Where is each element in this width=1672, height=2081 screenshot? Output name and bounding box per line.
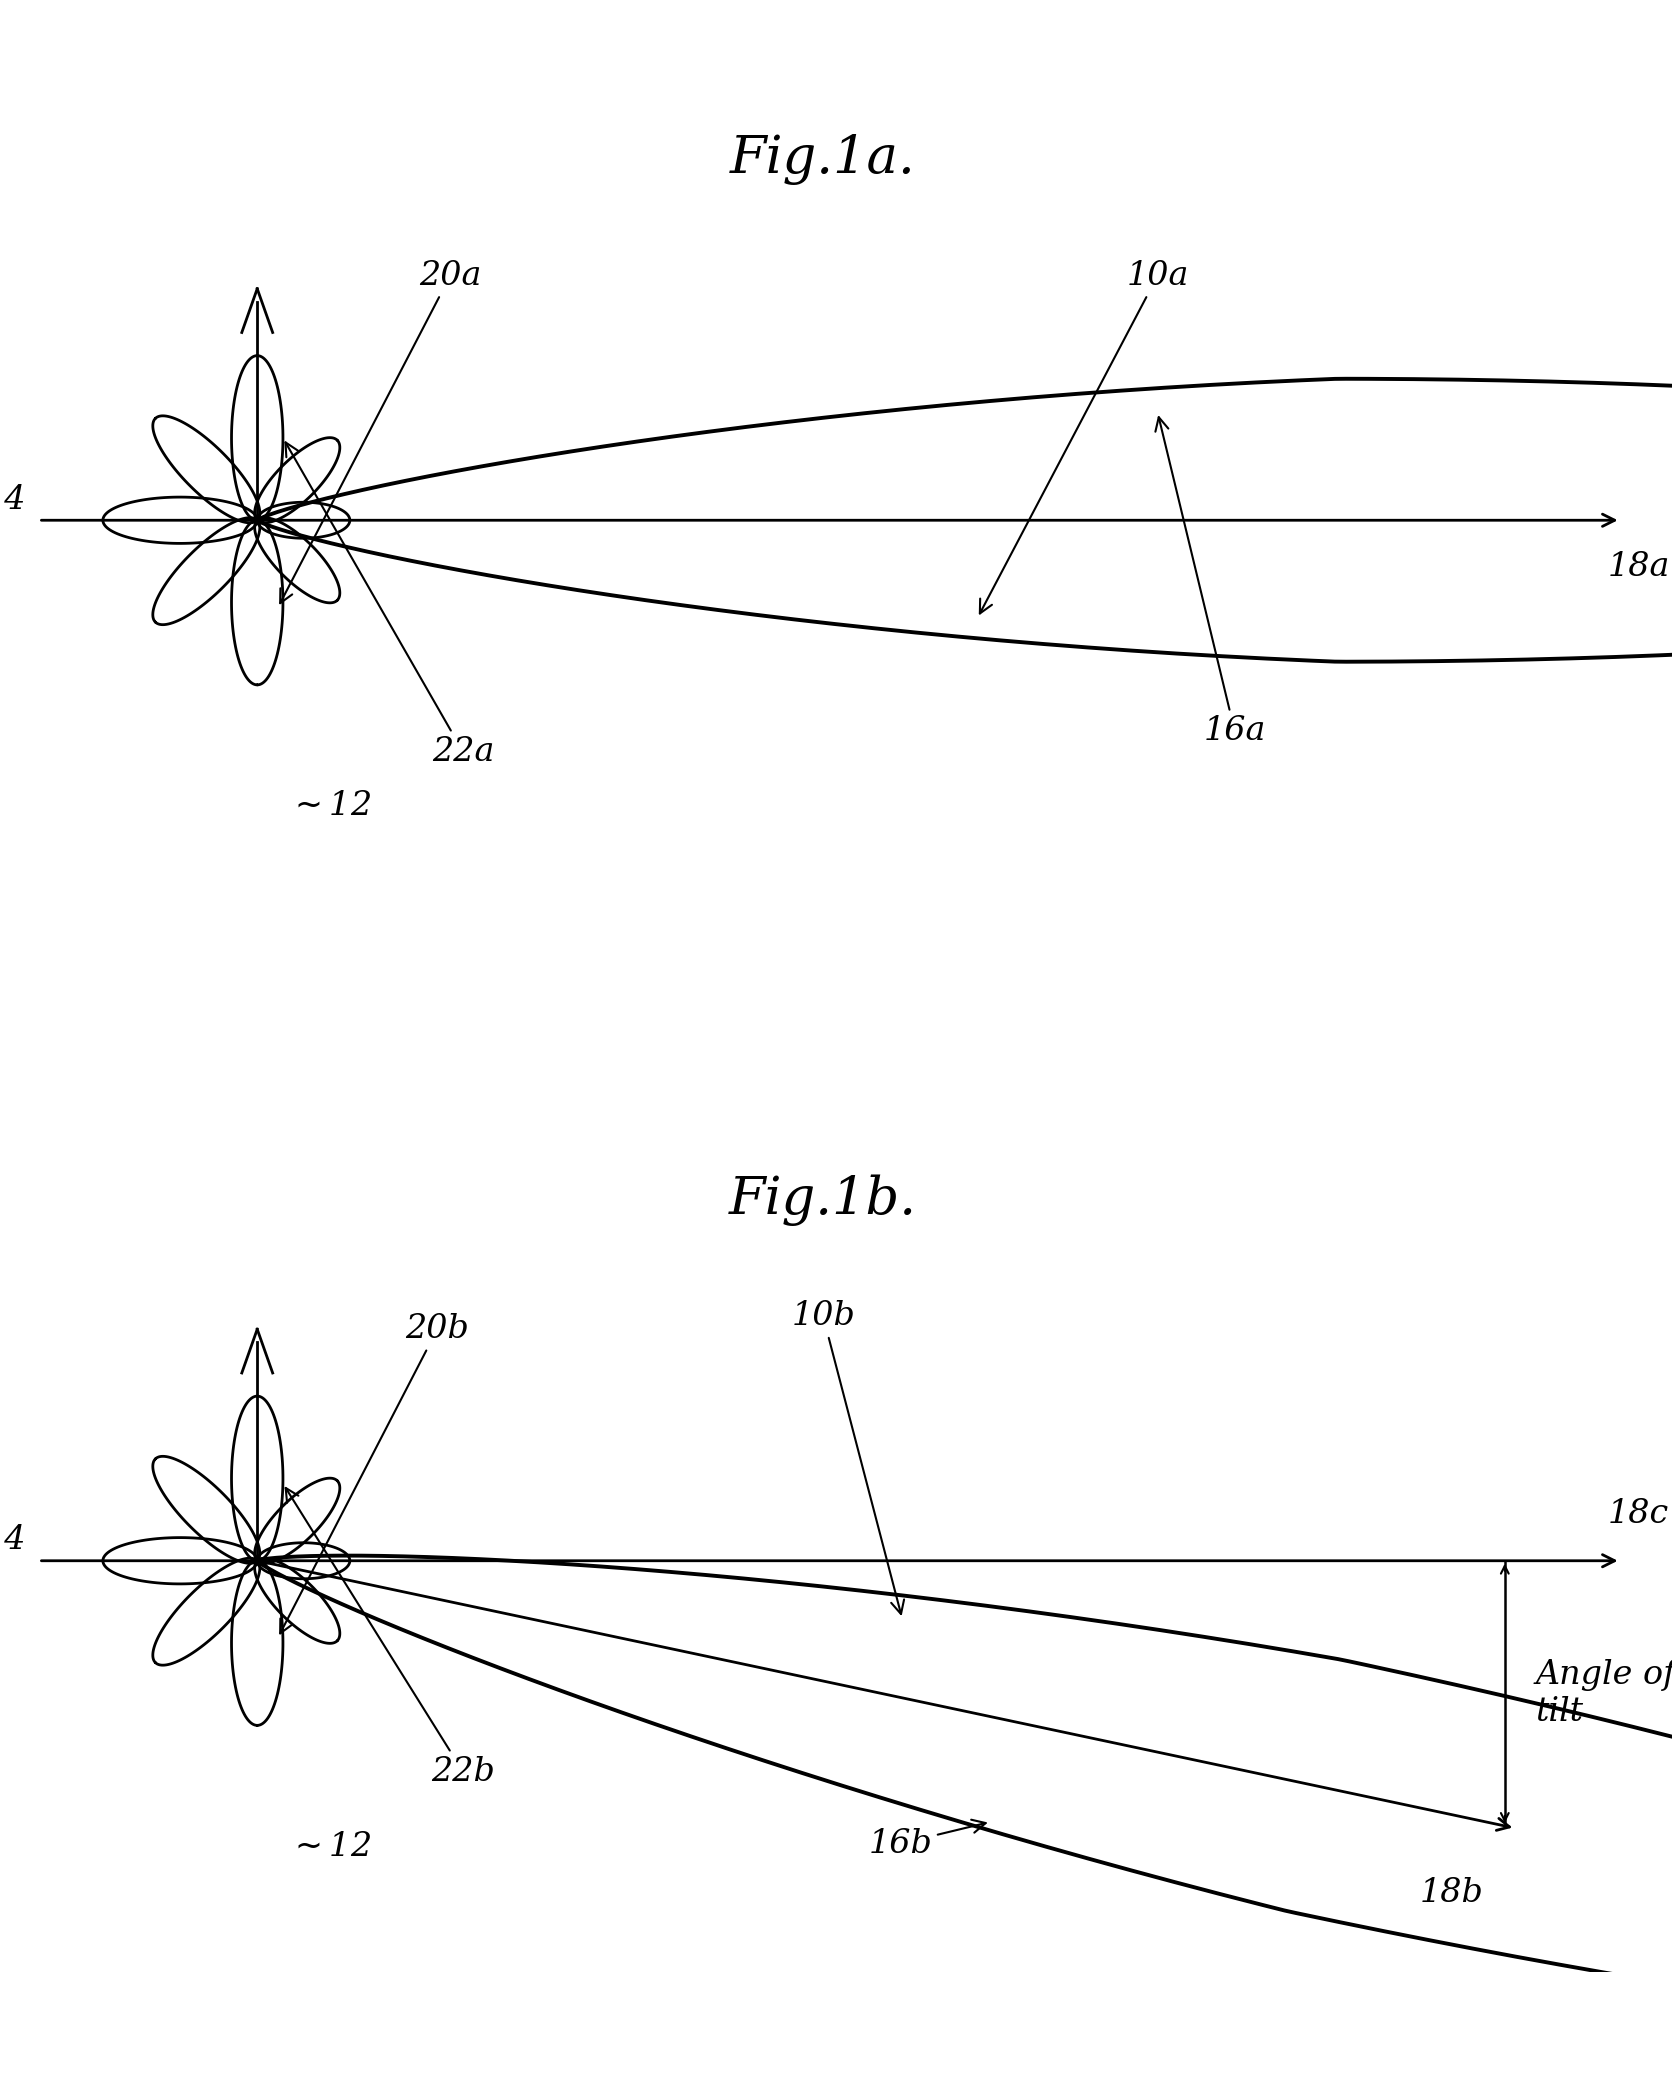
Text: 16b: 16b	[868, 1819, 986, 1860]
Text: 14: 14	[0, 483, 25, 516]
Text: 14: 14	[0, 1523, 25, 1557]
Text: Angle of
tilt: Angle of tilt	[1535, 1659, 1672, 1727]
Text: 16a: 16a	[1155, 416, 1266, 747]
Text: 18c: 18c	[1608, 1498, 1669, 1530]
Text: 18a: 18a	[1608, 551, 1670, 583]
Text: 10a: 10a	[980, 260, 1189, 614]
Text: 22b: 22b	[286, 1488, 495, 1788]
Text: Fig.1b.: Fig.1b.	[729, 1176, 918, 1226]
Text: 22a: 22a	[286, 443, 495, 768]
Text: $\mathsf{\sim}$12: $\mathsf{\sim}$12	[288, 791, 371, 822]
Text: 20a: 20a	[281, 260, 482, 603]
Text: 18b: 18b	[1420, 1877, 1483, 1908]
Text: 10b: 10b	[791, 1301, 905, 1615]
Text: Fig.1a.: Fig.1a.	[731, 135, 916, 185]
Text: $\mathsf{\sim}$12: $\mathsf{\sim}$12	[288, 1831, 371, 1862]
Text: 20b: 20b	[281, 1313, 470, 1634]
